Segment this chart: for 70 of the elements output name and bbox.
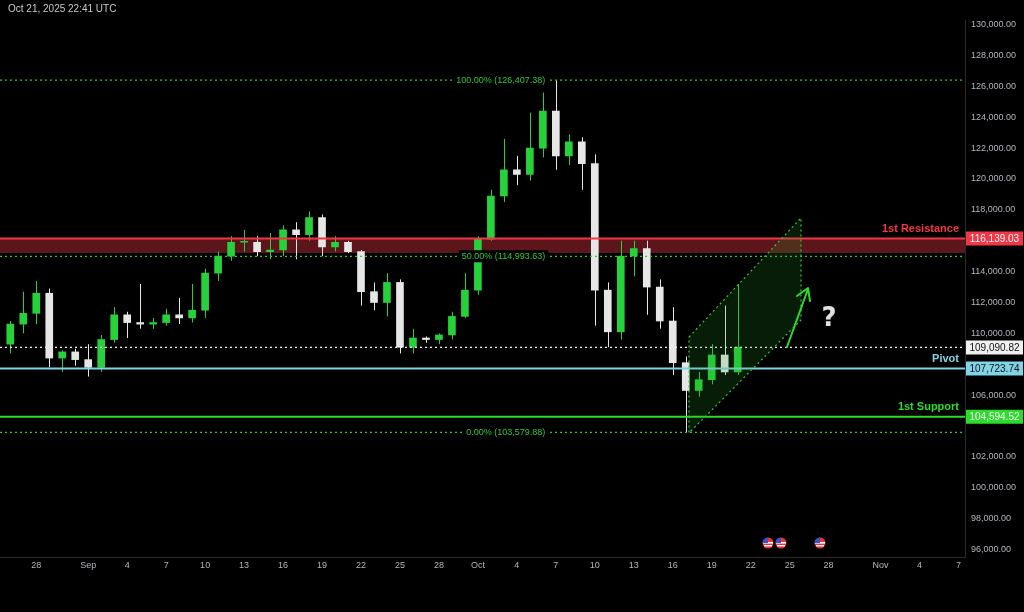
candlestick — [32, 280, 41, 325]
x-tick-label: 16 — [278, 560, 289, 571]
ref-line-label: 50.00% (114,993.63) — [461, 250, 546, 261]
x-tick-label: 22 — [355, 560, 366, 571]
candlestick — [136, 283, 145, 330]
candlestick — [694, 371, 703, 398]
x-tick-label: 22 — [745, 560, 756, 571]
y-tick-label: 96,000.00 — [971, 543, 1012, 554]
y-tick-label: 112,000.00 — [971, 296, 1016, 307]
candlestick — [58, 349, 67, 373]
x-tick-label: Oct — [470, 560, 486, 571]
candlestick — [19, 291, 28, 334]
y-tick-label: 130,000.00 — [971, 19, 1017, 30]
ref-line-label: 1st Support — [897, 400, 960, 413]
candlestick — [123, 311, 132, 339]
candlestick — [448, 311, 456, 341]
ref-line-label: 0.00% (103,579.88) — [466, 426, 546, 437]
x-tick-label: Nov — [872, 560, 890, 571]
x-tick-label: 7 — [553, 560, 559, 571]
y-tick-label: 110,000.00 — [971, 327, 1016, 338]
y-tick-label: 114,000.00 — [971, 266, 1016, 277]
x-tick-label: 7 — [163, 560, 169, 571]
candlestick — [6, 320, 15, 354]
text: 107,723.74 — [969, 362, 1020, 374]
x-tick-label: 28 — [31, 560, 42, 571]
candlestick — [383, 272, 391, 317]
x-tick-label: 19 — [706, 560, 717, 571]
candlestick — [577, 136, 586, 191]
x-tick-label: 7 — [956, 560, 962, 571]
y-tick-label: 100,000.00 — [971, 482, 1017, 493]
x-tick-label: 13 — [628, 560, 639, 571]
x-tick-label: Sep — [80, 560, 97, 571]
y-tick-label: 118,000.00 — [971, 204, 1016, 215]
x-tick-label: 13 — [239, 560, 250, 571]
x-tick-label: 4 — [917, 560, 923, 571]
x-tick-label: 10 — [589, 560, 600, 571]
x-tick-label: 4 — [514, 560, 520, 571]
x-tick-label: 10 — [200, 560, 211, 571]
candlestick — [253, 235, 261, 257]
y-tick-label: 128,000.00 — [971, 49, 1017, 60]
ref-line-label: Pivot — [932, 352, 960, 365]
y-tick-label: 122,000.00 — [971, 142, 1017, 153]
y-tick-label: 124,000.00 — [971, 111, 1017, 122]
x-tick-label: 25 — [394, 560, 405, 571]
y-tick-label: 98,000.00 — [971, 513, 1012, 524]
text: Oct 21, 2025 22:41 UTC — [8, 3, 117, 14]
candlestick — [305, 210, 313, 242]
x-tick-label: 25 — [784, 560, 795, 571]
x-tick-label: 19 — [317, 560, 328, 571]
candlestick — [513, 155, 521, 186]
candlestick — [240, 229, 248, 253]
x-tick-label: 16 — [667, 560, 678, 571]
candlestick — [188, 283, 196, 324]
candlestick — [370, 281, 378, 311]
ref-line-label: 100.00% (126,407.38) — [456, 74, 546, 85]
candlestick — [409, 328, 417, 354]
text: 109,090.82 — [969, 341, 1020, 353]
x-tick-label: 4 — [124, 560, 130, 571]
annotation: ? — [821, 301, 837, 332]
text: 116,139.03 — [969, 232, 1020, 244]
x-tick-label: 28 — [433, 560, 444, 571]
x-tick-label: 28 — [823, 560, 834, 571]
y-tick-label: 102,000.00 — [971, 451, 1017, 462]
ref-line-label: 1st Resistance — [881, 222, 959, 235]
text: 104,594.52 — [969, 411, 1020, 423]
y-tick-label: 106,000.00 — [971, 389, 1017, 400]
y-tick-label: 120,000.00 — [971, 173, 1017, 184]
y-tick-label: 126,000.00 — [971, 80, 1017, 91]
candlestick — [565, 133, 573, 166]
candlestick — [292, 221, 300, 260]
